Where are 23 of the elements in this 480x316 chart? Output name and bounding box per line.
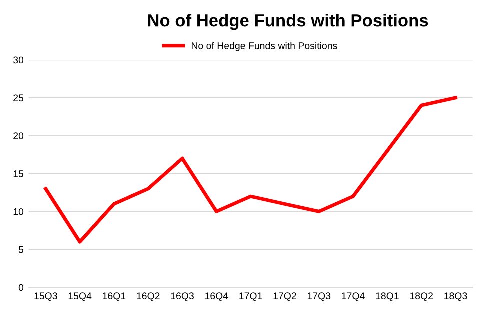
legend-label: No of Hedge Funds with Positions bbox=[192, 42, 338, 52]
x-tick-label: 17Q1 bbox=[240, 292, 262, 302]
y-tick-label: 15 bbox=[14, 170, 24, 178]
x-tick-label: 17Q2 bbox=[274, 292, 296, 302]
x-tick-label: 15Q4 bbox=[68, 292, 92, 302]
y-tick-label: 20 bbox=[14, 132, 24, 140]
x-tick-label: 16Q2 bbox=[137, 292, 160, 302]
x-tick-label: 18Q1 bbox=[376, 292, 399, 302]
y-tick-label: 30 bbox=[13, 56, 24, 64]
y-tick-label: 25 bbox=[14, 94, 24, 102]
y-tick-label: 0 bbox=[18, 284, 24, 292]
y-tick-label: 5 bbox=[18, 246, 24, 254]
line-series bbox=[44, 96, 458, 244]
y-tick-label: 10 bbox=[14, 208, 24, 216]
x-tick-label: 18Q2 bbox=[410, 292, 433, 302]
x-tick-label: 16Q4 bbox=[205, 292, 228, 302]
x-tick-label: 17Q3 bbox=[308, 292, 331, 302]
x-tick-label: 16Q1 bbox=[103, 292, 126, 302]
x-tick-label: 18Q3 bbox=[444, 292, 468, 302]
chart-title: No of Hedge Funds with Positions bbox=[148, 14, 428, 30]
x-tick-label: 16Q3 bbox=[171, 292, 194, 302]
x-tick-label: 17Q4 bbox=[342, 292, 365, 302]
x-tick-label: 15Q3 bbox=[34, 292, 58, 302]
